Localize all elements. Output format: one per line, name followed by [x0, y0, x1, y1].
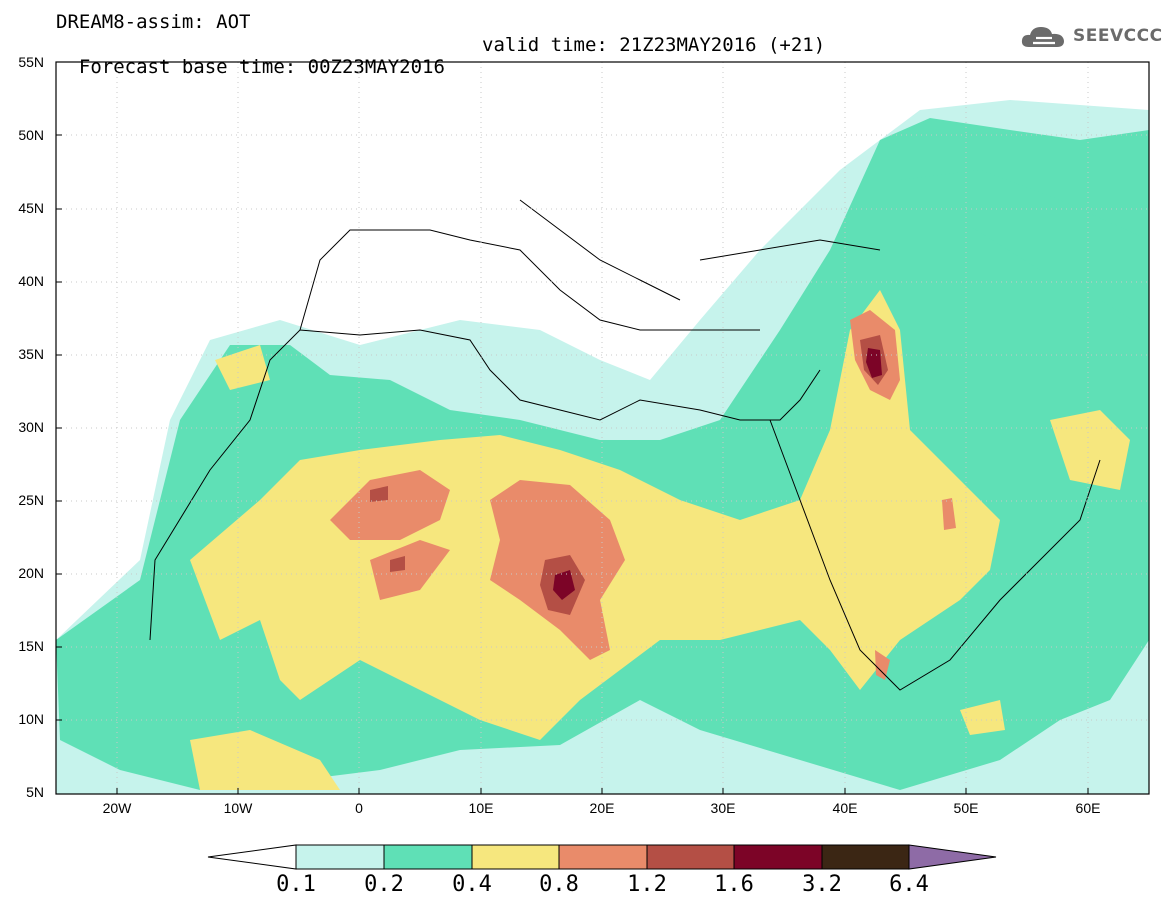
lon-label: 10E: [468, 800, 494, 816]
lat-label: 45N: [18, 200, 44, 216]
lon-label: 0: [355, 800, 363, 816]
seevccc-logo: SEEVCCC: [1019, 22, 1162, 54]
colorbar-over-arrow: [908, 844, 997, 870]
lon-label: 10W: [223, 800, 253, 816]
grid: [56, 62, 1149, 794]
cloud-icon: [1021, 27, 1064, 47]
forecast-times: Forecast base time: 00Z23MAY2016 valid t…: [56, 34, 825, 100]
colorbar-label: 6.4: [889, 872, 929, 897]
colorbar-label: 0.1: [276, 872, 316, 897]
colorbar-label: 0.8: [539, 872, 579, 897]
colorbar-bin: [821, 844, 910, 870]
lat-label: 5N: [26, 784, 44, 800]
valid-time: valid time: 21Z23MAY2016 (+21): [482, 34, 826, 56]
lat-label: 25N: [18, 492, 44, 508]
coastlines: [149, 199, 1101, 691]
lon-label: 30E: [710, 800, 736, 816]
colorbar-bin: [733, 844, 823, 870]
lon-label: 50E: [953, 800, 979, 816]
colorbar-bin: [646, 844, 735, 870]
logo-text: SEEVCCC: [1073, 26, 1163, 46]
lat-label: 15N: [18, 638, 44, 654]
lat-label: 35N: [18, 346, 44, 362]
lon-label: 20E: [589, 800, 615, 816]
lon-label: 40E: [832, 800, 858, 816]
colorbar-bin: [383, 844, 473, 870]
colorbar: [207, 844, 997, 870]
lat-label: 55N: [18, 54, 44, 70]
colorbar-label: 3.2: [802, 872, 842, 897]
colorbar-bin: [295, 844, 385, 870]
colorbar-label: 1.2: [627, 872, 667, 897]
colorbar-label: 1.6: [714, 872, 754, 897]
axis-ticks: [56, 134, 1089, 794]
lat-label: 40N: [18, 273, 44, 289]
lon-label: 60E: [1075, 800, 1101, 816]
lat-label: 50N: [18, 127, 44, 143]
colorbar-label: 0.4: [452, 872, 492, 897]
colorbar-under-arrow: [207, 844, 297, 870]
lat-label: 30N: [18, 419, 44, 435]
lat-label: 10N: [18, 711, 44, 727]
colorbar-bin: [471, 844, 560, 870]
colorbar-label: 0.2: [364, 872, 404, 897]
lat-label: 20N: [18, 565, 44, 581]
lon-label: 20W: [102, 800, 132, 816]
colorbar-bin: [558, 844, 648, 870]
chart-title: DREAM8-assim: AOT: [56, 11, 251, 33]
